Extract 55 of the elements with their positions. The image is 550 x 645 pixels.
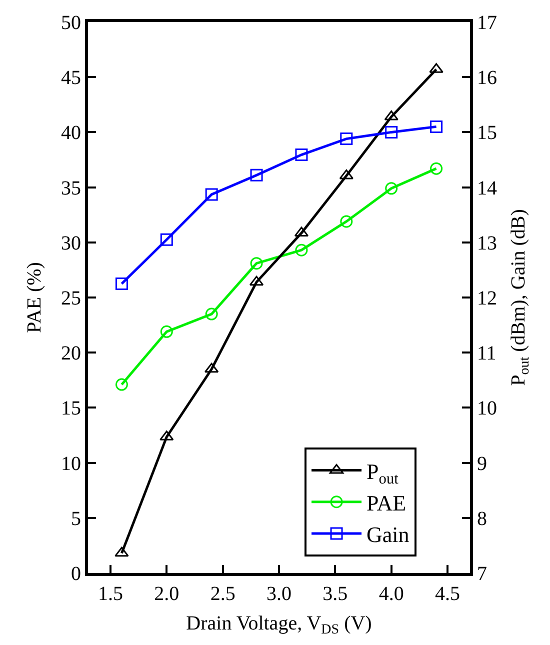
point — [385, 126, 398, 138]
y2-tick-label: 13 — [477, 232, 497, 254]
y2-tick-label: 17 — [477, 12, 497, 34]
point — [249, 276, 264, 286]
point — [430, 162, 443, 175]
point — [339, 169, 354, 180]
point — [295, 244, 308, 256]
point — [294, 226, 309, 237]
y-tick-label: 5 — [71, 508, 81, 530]
point — [115, 378, 128, 391]
x-tick-label: 1.5 — [98, 583, 123, 605]
y2-tick-label: 7 — [477, 563, 487, 585]
y-tick-label: 20 — [61, 342, 81, 365]
point — [385, 182, 398, 195]
y2-tick-label: 11 — [477, 342, 496, 365]
y2-tick-label: 9 — [477, 452, 487, 475]
point — [160, 325, 173, 338]
legend-label: PAE — [366, 490, 406, 516]
y-tick-label: 30 — [61, 232, 81, 254]
y-tick-label: 40 — [61, 122, 81, 144]
x-tick-label: 2.5 — [210, 583, 236, 605]
y-tick-label: 35 — [61, 177, 81, 200]
point — [115, 277, 128, 290]
y-tick-label: 45 — [61, 67, 81, 90]
point — [160, 233, 173, 246]
y2-tick-label: 10 — [477, 398, 497, 420]
point — [340, 132, 353, 146]
point — [114, 546, 129, 557]
x-tick-label: 2.0 — [154, 583, 180, 605]
point — [250, 257, 263, 270]
y-tick-label: 50 — [61, 12, 81, 34]
point — [430, 120, 443, 133]
point — [204, 362, 219, 373]
x-tick-label: 3.0 — [266, 583, 292, 605]
y-tick-label: 15 — [61, 398, 81, 420]
y2-tick-label: 16 — [477, 67, 497, 90]
y-tick-label: 0 — [71, 563, 81, 585]
y-axis-title: PAE (%) — [24, 262, 46, 333]
y2-tick-label: 14 — [477, 177, 497, 200]
x-tick-label: 4.5 — [435, 583, 460, 605]
x-tick-label: 3.5 — [322, 583, 348, 605]
point — [340, 215, 353, 228]
x-axis-title: Drain Voltage, V$_{DS}$ (V) — [186, 612, 372, 638]
y2-tick-label: 8 — [477, 508, 487, 530]
point — [205, 188, 218, 201]
legend-label: Gain — [366, 522, 410, 548]
y2-tick-label: 15 — [477, 122, 497, 144]
point — [205, 308, 218, 320]
point — [250, 168, 263, 182]
y-tick-label: 25 — [61, 288, 81, 310]
point — [295, 148, 308, 162]
x-tick-label: 4.0 — [378, 583, 404, 605]
y-tick-label: 10 — [61, 452, 81, 475]
legend-label: P$_{out}$ — [366, 458, 400, 488]
y2-tick-label: 12 — [477, 288, 497, 310]
